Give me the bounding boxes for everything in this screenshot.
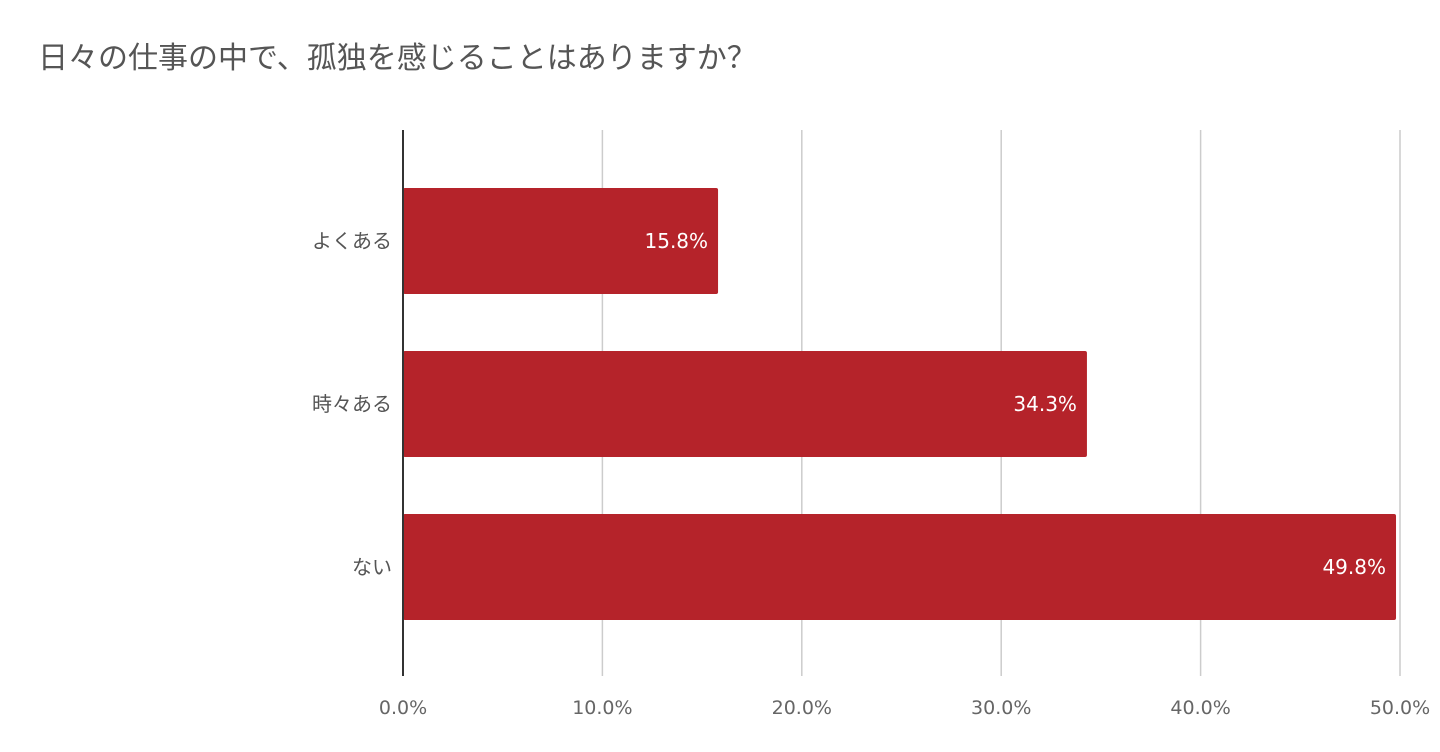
bar — [403, 514, 1397, 620]
x-tick-label: 0.0% — [379, 697, 427, 719]
category-label: 時々ある — [312, 392, 392, 416]
x-tick-label: 30.0% — [971, 697, 1031, 719]
data-label: 34.3% — [1013, 392, 1077, 416]
x-tick-label: 20.0% — [772, 697, 832, 719]
x-tick-label: 40.0% — [1170, 697, 1230, 719]
x-tick-label: 50.0% — [1370, 697, 1430, 719]
bar — [403, 188, 719, 294]
x-tick-label: 10.0% — [572, 697, 632, 719]
bars: 15.8% 34.3% 49.8% — [403, 188, 1397, 620]
category-label: よくある — [312, 229, 392, 253]
data-label: 15.8% — [645, 229, 709, 253]
bar — [403, 351, 1087, 457]
data-label: 49.8% — [1322, 555, 1386, 579]
chart-title: 日々の仕事の中で、孤独を感じることはありますか？ — [38, 41, 757, 76]
category-label: ない — [352, 555, 392, 579]
x-tick-labels: 0.0% 10.0% 20.0% 30.0% 40.0% 50.0% — [379, 697, 1430, 719]
